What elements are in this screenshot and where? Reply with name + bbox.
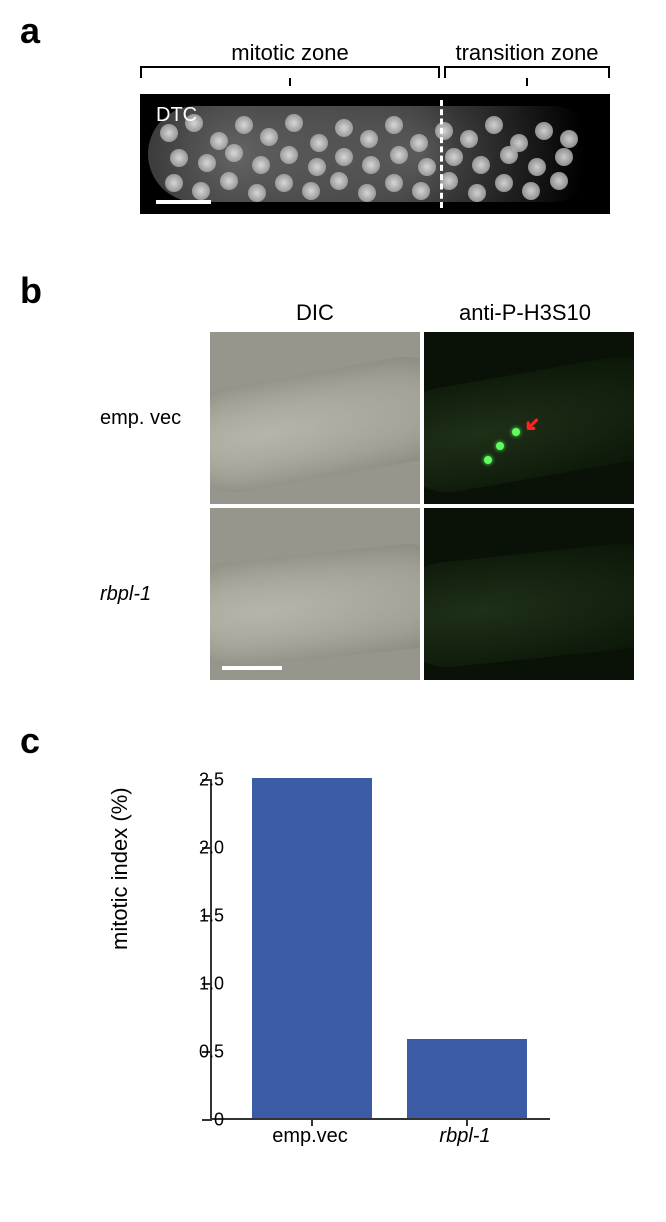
nucleus	[280, 146, 298, 164]
y-tick-label: 2.0	[174, 838, 224, 859]
bar	[407, 1039, 527, 1118]
nucleus	[192, 182, 210, 200]
nucleus	[302, 182, 320, 200]
dic-rbpl1	[210, 508, 420, 680]
nucleus	[495, 174, 513, 192]
nucleus	[385, 174, 403, 192]
nucleus	[460, 130, 478, 148]
nucleus	[310, 134, 328, 152]
nucleus	[528, 158, 546, 176]
nucleus	[235, 116, 253, 134]
panel-b-label: b	[20, 270, 42, 312]
nucleus	[485, 116, 503, 134]
ph3-signal-dot	[496, 442, 504, 450]
gonad-fluor-rbpl1	[424, 539, 634, 673]
fluor-empvec: ➜	[424, 332, 634, 504]
nucleus	[390, 146, 408, 164]
rbpl1-label: rbpl-1	[100, 583, 210, 606]
nucleus	[225, 144, 243, 162]
y-tick-label: 0.5	[174, 1042, 224, 1063]
panel-a: mitotic zone transition zone DTC	[140, 40, 610, 214]
chart-area	[210, 780, 550, 1120]
nucleus	[170, 149, 188, 167]
nucleus	[560, 130, 578, 148]
y-tick-label: 2.5	[174, 770, 224, 791]
bar	[252, 778, 372, 1118]
brace-left	[140, 66, 440, 84]
ph3-signal-dot	[512, 428, 520, 436]
x-tick-label: rbpl-1	[395, 1125, 535, 1148]
transition-zone-text: transition zone	[455, 40, 598, 65]
nucleus	[550, 172, 568, 190]
nucleus	[535, 122, 553, 140]
nucleus	[418, 158, 436, 176]
y-axis-label: mitotic index (%)	[107, 787, 133, 950]
nucleus	[385, 116, 403, 134]
y-tick-label: 0	[174, 1110, 224, 1131]
nucleus	[308, 158, 326, 176]
empvec-label: emp. vec	[100, 407, 210, 430]
panel-c-chart: mitotic index (%) 00.51.01.52.02.5emp.ve…	[120, 770, 580, 1190]
nucleus	[555, 148, 573, 166]
nucleus	[358, 184, 376, 202]
nucleus	[522, 182, 540, 200]
nucleus	[335, 119, 353, 137]
brace-right	[444, 66, 610, 84]
row-rbpl1: rbpl-1	[100, 508, 638, 680]
nucleus	[330, 172, 348, 190]
gonad-dic-rbpl1	[210, 539, 420, 673]
nucleus	[472, 156, 490, 174]
nucleus	[220, 172, 238, 190]
nucleus	[285, 114, 303, 132]
scale-bar-a	[156, 200, 211, 204]
nucleus	[435, 122, 453, 140]
gonad-dic-empvec	[210, 348, 420, 500]
nucleus	[198, 154, 216, 172]
panel-b: DIC anti-P-H3S10 emp. vec ➜ rbpl-1	[100, 300, 638, 684]
y-tick-label: 1.5	[174, 906, 224, 927]
scale-bar-b	[222, 666, 282, 670]
nucleus	[210, 132, 228, 150]
nucleus	[362, 156, 380, 174]
x-tick-label: emp.vec	[240, 1125, 380, 1148]
micrograph-a: DTC	[140, 94, 610, 214]
nucleus	[165, 174, 183, 192]
row-empvec: emp. vec ➜	[100, 332, 638, 504]
nucleus	[468, 184, 486, 202]
column-headers: DIC anti-P-H3S10	[210, 300, 638, 326]
nucleus	[248, 184, 266, 202]
nucleus	[275, 174, 293, 192]
nucleus	[410, 134, 428, 152]
ph3-signal-dot	[484, 456, 492, 464]
nucleus	[412, 182, 430, 200]
y-tick-label: 1.0	[174, 974, 224, 995]
zone-labels: mitotic zone transition zone	[140, 40, 610, 90]
fluor-rbpl1	[424, 508, 634, 680]
dic-empvec	[210, 332, 420, 504]
nucleus	[500, 146, 518, 164]
nucleus	[335, 148, 353, 166]
nucleus	[445, 148, 463, 166]
nucleus	[360, 130, 378, 148]
panel-a-label: a	[20, 10, 40, 52]
dtc-label: DTC	[156, 104, 197, 127]
transition-zone-label: transition zone	[444, 40, 610, 90]
panel-c-label: c	[20, 720, 40, 762]
mitotic-zone-text: mitotic zone	[231, 40, 348, 65]
zone-divider	[440, 100, 443, 208]
dic-header: DIC	[210, 300, 420, 326]
antibody-header: anti-P-H3S10	[420, 300, 630, 326]
mitotic-zone-label: mitotic zone	[140, 40, 440, 90]
nucleus	[252, 156, 270, 174]
nucleus	[260, 128, 278, 146]
